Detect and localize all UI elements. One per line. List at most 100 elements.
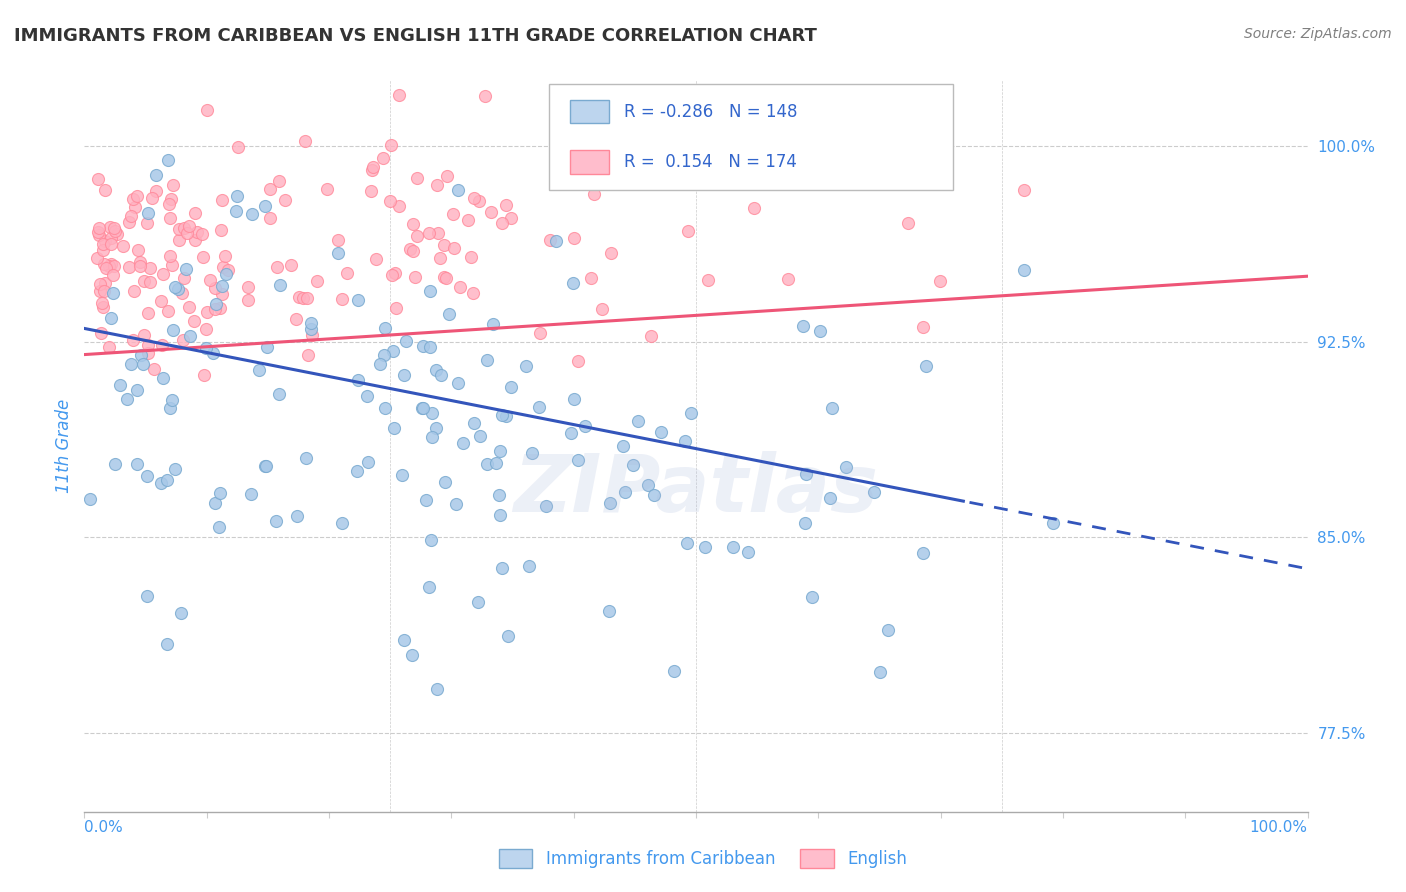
Point <box>156 637 179 651</box>
Point <box>613 87 636 101</box>
Point <box>662 665 685 679</box>
Point <box>474 89 496 103</box>
Point <box>118 215 141 229</box>
Point <box>399 242 422 256</box>
Point <box>499 380 522 394</box>
Point <box>120 357 142 371</box>
Point <box>395 334 418 349</box>
Point <box>121 192 143 206</box>
Point <box>269 174 291 188</box>
Point <box>368 357 391 371</box>
Point <box>385 301 408 315</box>
Point <box>152 268 174 282</box>
Point <box>363 160 385 174</box>
Point <box>208 485 231 500</box>
Point <box>911 546 934 560</box>
Point <box>295 450 318 465</box>
Point <box>488 487 510 501</box>
Point <box>721 540 744 554</box>
Point <box>132 328 155 343</box>
Point <box>1042 516 1064 530</box>
Point <box>612 440 634 454</box>
Point <box>166 282 188 296</box>
Point <box>415 493 437 508</box>
Point <box>425 178 447 193</box>
Point <box>794 467 817 482</box>
Point <box>100 310 122 325</box>
Point <box>204 297 226 311</box>
Point <box>522 445 544 459</box>
Point <box>491 216 513 230</box>
Point <box>433 237 456 252</box>
Point <box>226 140 249 154</box>
Point <box>163 461 186 475</box>
Point <box>297 348 319 362</box>
Point <box>388 198 411 212</box>
Point <box>366 252 388 266</box>
Point <box>412 401 434 416</box>
Point <box>405 229 427 244</box>
Point <box>217 262 239 277</box>
Point <box>468 194 491 208</box>
Point <box>87 225 110 239</box>
Point <box>402 244 425 258</box>
Point <box>172 333 194 347</box>
Point <box>382 344 405 359</box>
Point <box>295 291 318 305</box>
Point <box>132 274 155 288</box>
Point <box>418 580 440 594</box>
Point <box>269 386 291 401</box>
Point <box>546 235 568 249</box>
Point <box>86 251 108 265</box>
Point <box>162 178 184 193</box>
Point <box>103 259 125 273</box>
Point <box>214 249 236 263</box>
Point <box>208 301 231 315</box>
Point <box>139 275 162 289</box>
Point <box>907 121 929 136</box>
Point <box>676 224 699 238</box>
Point <box>912 320 935 334</box>
Point <box>613 484 636 499</box>
Point <box>794 516 817 530</box>
Point <box>238 293 260 307</box>
Point <box>357 455 380 469</box>
Point <box>330 516 353 530</box>
Point <box>441 207 464 221</box>
Point <box>91 237 114 252</box>
Point <box>307 274 329 288</box>
Point <box>94 277 117 291</box>
Point <box>170 286 193 301</box>
Point <box>392 633 415 648</box>
Point <box>695 540 717 554</box>
Point <box>100 236 122 251</box>
Point <box>560 425 582 440</box>
Point <box>482 317 505 331</box>
Point <box>128 254 150 268</box>
Point <box>259 182 281 196</box>
Point <box>139 261 162 276</box>
Point <box>517 559 540 574</box>
Point <box>429 251 451 265</box>
Text: Source: ZipAtlas.com: Source: ZipAtlas.com <box>1244 27 1392 41</box>
Point <box>420 406 443 420</box>
Point <box>467 595 489 609</box>
Point <box>426 226 449 240</box>
Point <box>176 227 198 241</box>
Point <box>391 467 413 482</box>
Point <box>679 406 702 420</box>
Point <box>98 340 121 354</box>
Point <box>156 474 179 488</box>
Point <box>346 464 368 478</box>
Point <box>285 311 308 326</box>
Point <box>93 234 115 248</box>
Point <box>808 324 831 338</box>
Point <box>326 245 349 260</box>
Point <box>122 284 145 298</box>
Legend: Immigrants from Caribbean, English: Immigrants from Caribbean, English <box>492 842 914 875</box>
Point <box>380 194 402 208</box>
Point <box>157 304 180 318</box>
Point <box>159 401 181 416</box>
Point <box>91 243 114 257</box>
Point <box>125 383 148 397</box>
